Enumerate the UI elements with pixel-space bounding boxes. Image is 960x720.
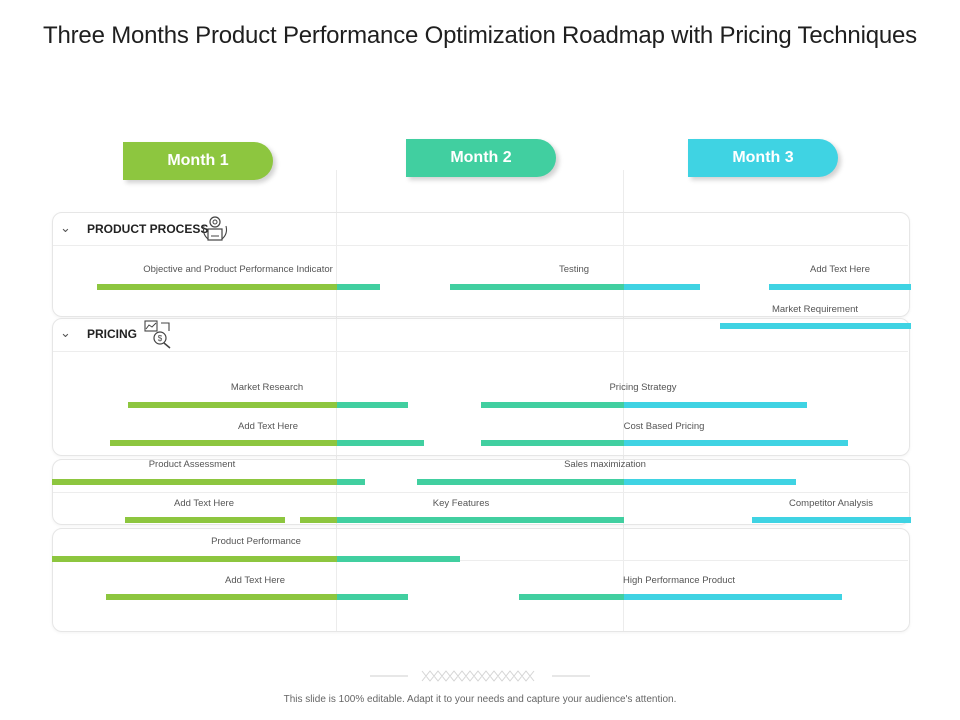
- month-2-header: Month 2: [406, 139, 556, 177]
- chevron-down-icon[interactable]: ⌄: [60, 220, 71, 235]
- month-1-header: Month 1: [123, 142, 273, 180]
- task-label-market-requirement: Market Requirement: [771, 304, 859, 315]
- pricing-panel: [52, 318, 910, 456]
- task-label-sales-maximization: Sales maximization: [564, 459, 646, 470]
- task-label-product-performance: Product Performance: [211, 536, 301, 547]
- assessment-divider: [53, 492, 908, 493]
- bar-market-research-month2: [337, 402, 408, 408]
- task-label-testing: Testing: [558, 264, 590, 275]
- bar-objective-month2: [337, 284, 380, 290]
- svg-text:$: $: [158, 334, 163, 343]
- bar-high-performance-month3: [624, 594, 842, 600]
- chevron-down-icon[interactable]: ⌄: [60, 325, 71, 340]
- task-label-pricing-strategy: Pricing Strategy: [609, 382, 677, 393]
- footer-note: This slide is 100% editable. Adapt it to…: [283, 694, 677, 705]
- bar-key-features-month1: [300, 517, 337, 523]
- bar-pricing-strategy-month3: [624, 402, 807, 408]
- month-3-header: Month 3: [688, 139, 838, 177]
- bar-testing-month3: [624, 284, 700, 290]
- product-process-panel: [52, 212, 910, 317]
- page-title: Three Months Product Performance Optimiz…: [43, 22, 917, 49]
- task-label-high-performance-product: High Performance Product: [623, 575, 735, 586]
- bar-add-text-2-month1: [110, 440, 337, 446]
- bar-add-text-2-month2: [337, 440, 424, 446]
- performance-divider: [53, 560, 908, 561]
- task-label-objective: Objective and Product Performance Indica…: [143, 264, 333, 275]
- bar-cost-based-pricing-month2: [481, 440, 624, 446]
- task-label-add-text-2: Add Text Here: [237, 421, 299, 432]
- bar-add-text-3-month1: [125, 517, 285, 523]
- task-label-product-assessment: Product Assessment: [148, 459, 236, 470]
- bar-key-features-month2: [337, 517, 624, 523]
- performance-panel: [52, 528, 910, 632]
- task-label-key-features: Key Features: [432, 498, 490, 509]
- bar-pricing-strategy-month2: [481, 402, 624, 408]
- footer-ornament-icon: [370, 670, 590, 682]
- task-label-competitor-analysis: Competitor Analysis: [789, 498, 873, 509]
- product-process-divider: [53, 245, 908, 246]
- month-2-label: Month 2: [450, 149, 512, 166]
- section-product-process: PRODUCT PROCESS: [87, 222, 209, 236]
- bar-add-text-4-month2: [337, 594, 408, 600]
- month-3-label: Month 3: [732, 149, 794, 166]
- section-pricing: PRICING: [87, 327, 138, 341]
- bar-product-performance-month2: [337, 556, 460, 562]
- bar-market-research-month1: [128, 402, 337, 408]
- task-label-add-text-3: Add Text Here: [173, 498, 235, 509]
- bar-cost-based-pricing-month3: [624, 440, 848, 446]
- bar-product-assessment-month2: [337, 479, 365, 485]
- task-label-cost-based-pricing: Cost Based Pricing: [623, 421, 705, 432]
- month-divider-2: [623, 170, 624, 632]
- assessment-panel: [52, 459, 910, 525]
- bar-objective-month1: [97, 284, 337, 290]
- bar-high-performance-month2: [519, 594, 624, 600]
- bar-product-assessment-month1: [52, 479, 337, 485]
- bar-add-text-4-month1: [106, 594, 337, 600]
- gear-box-icon: [202, 216, 228, 241]
- task-label-market-research: Market Research: [230, 382, 304, 393]
- month-1-label: Month 1: [167, 152, 229, 169]
- bar-competitor-analysis-month3: [752, 517, 911, 523]
- bar-sales-maximization-month2: [417, 479, 624, 485]
- bar-product-performance-month1: [52, 556, 337, 562]
- bar-market-requirement-month3: [720, 323, 911, 329]
- month-divider-1: [336, 170, 337, 632]
- task-label-add-text-1: Add Text Here: [809, 264, 871, 275]
- task-label-add-text-4: Add Text Here: [224, 575, 286, 586]
- bar-sales-maximization-month3: [624, 479, 796, 485]
- pricing-chart-icon: $: [144, 320, 171, 349]
- pricing-divider: [53, 351, 908, 352]
- bar-add-text-1-month3: [769, 284, 911, 290]
- bar-testing-month2: [450, 284, 624, 290]
